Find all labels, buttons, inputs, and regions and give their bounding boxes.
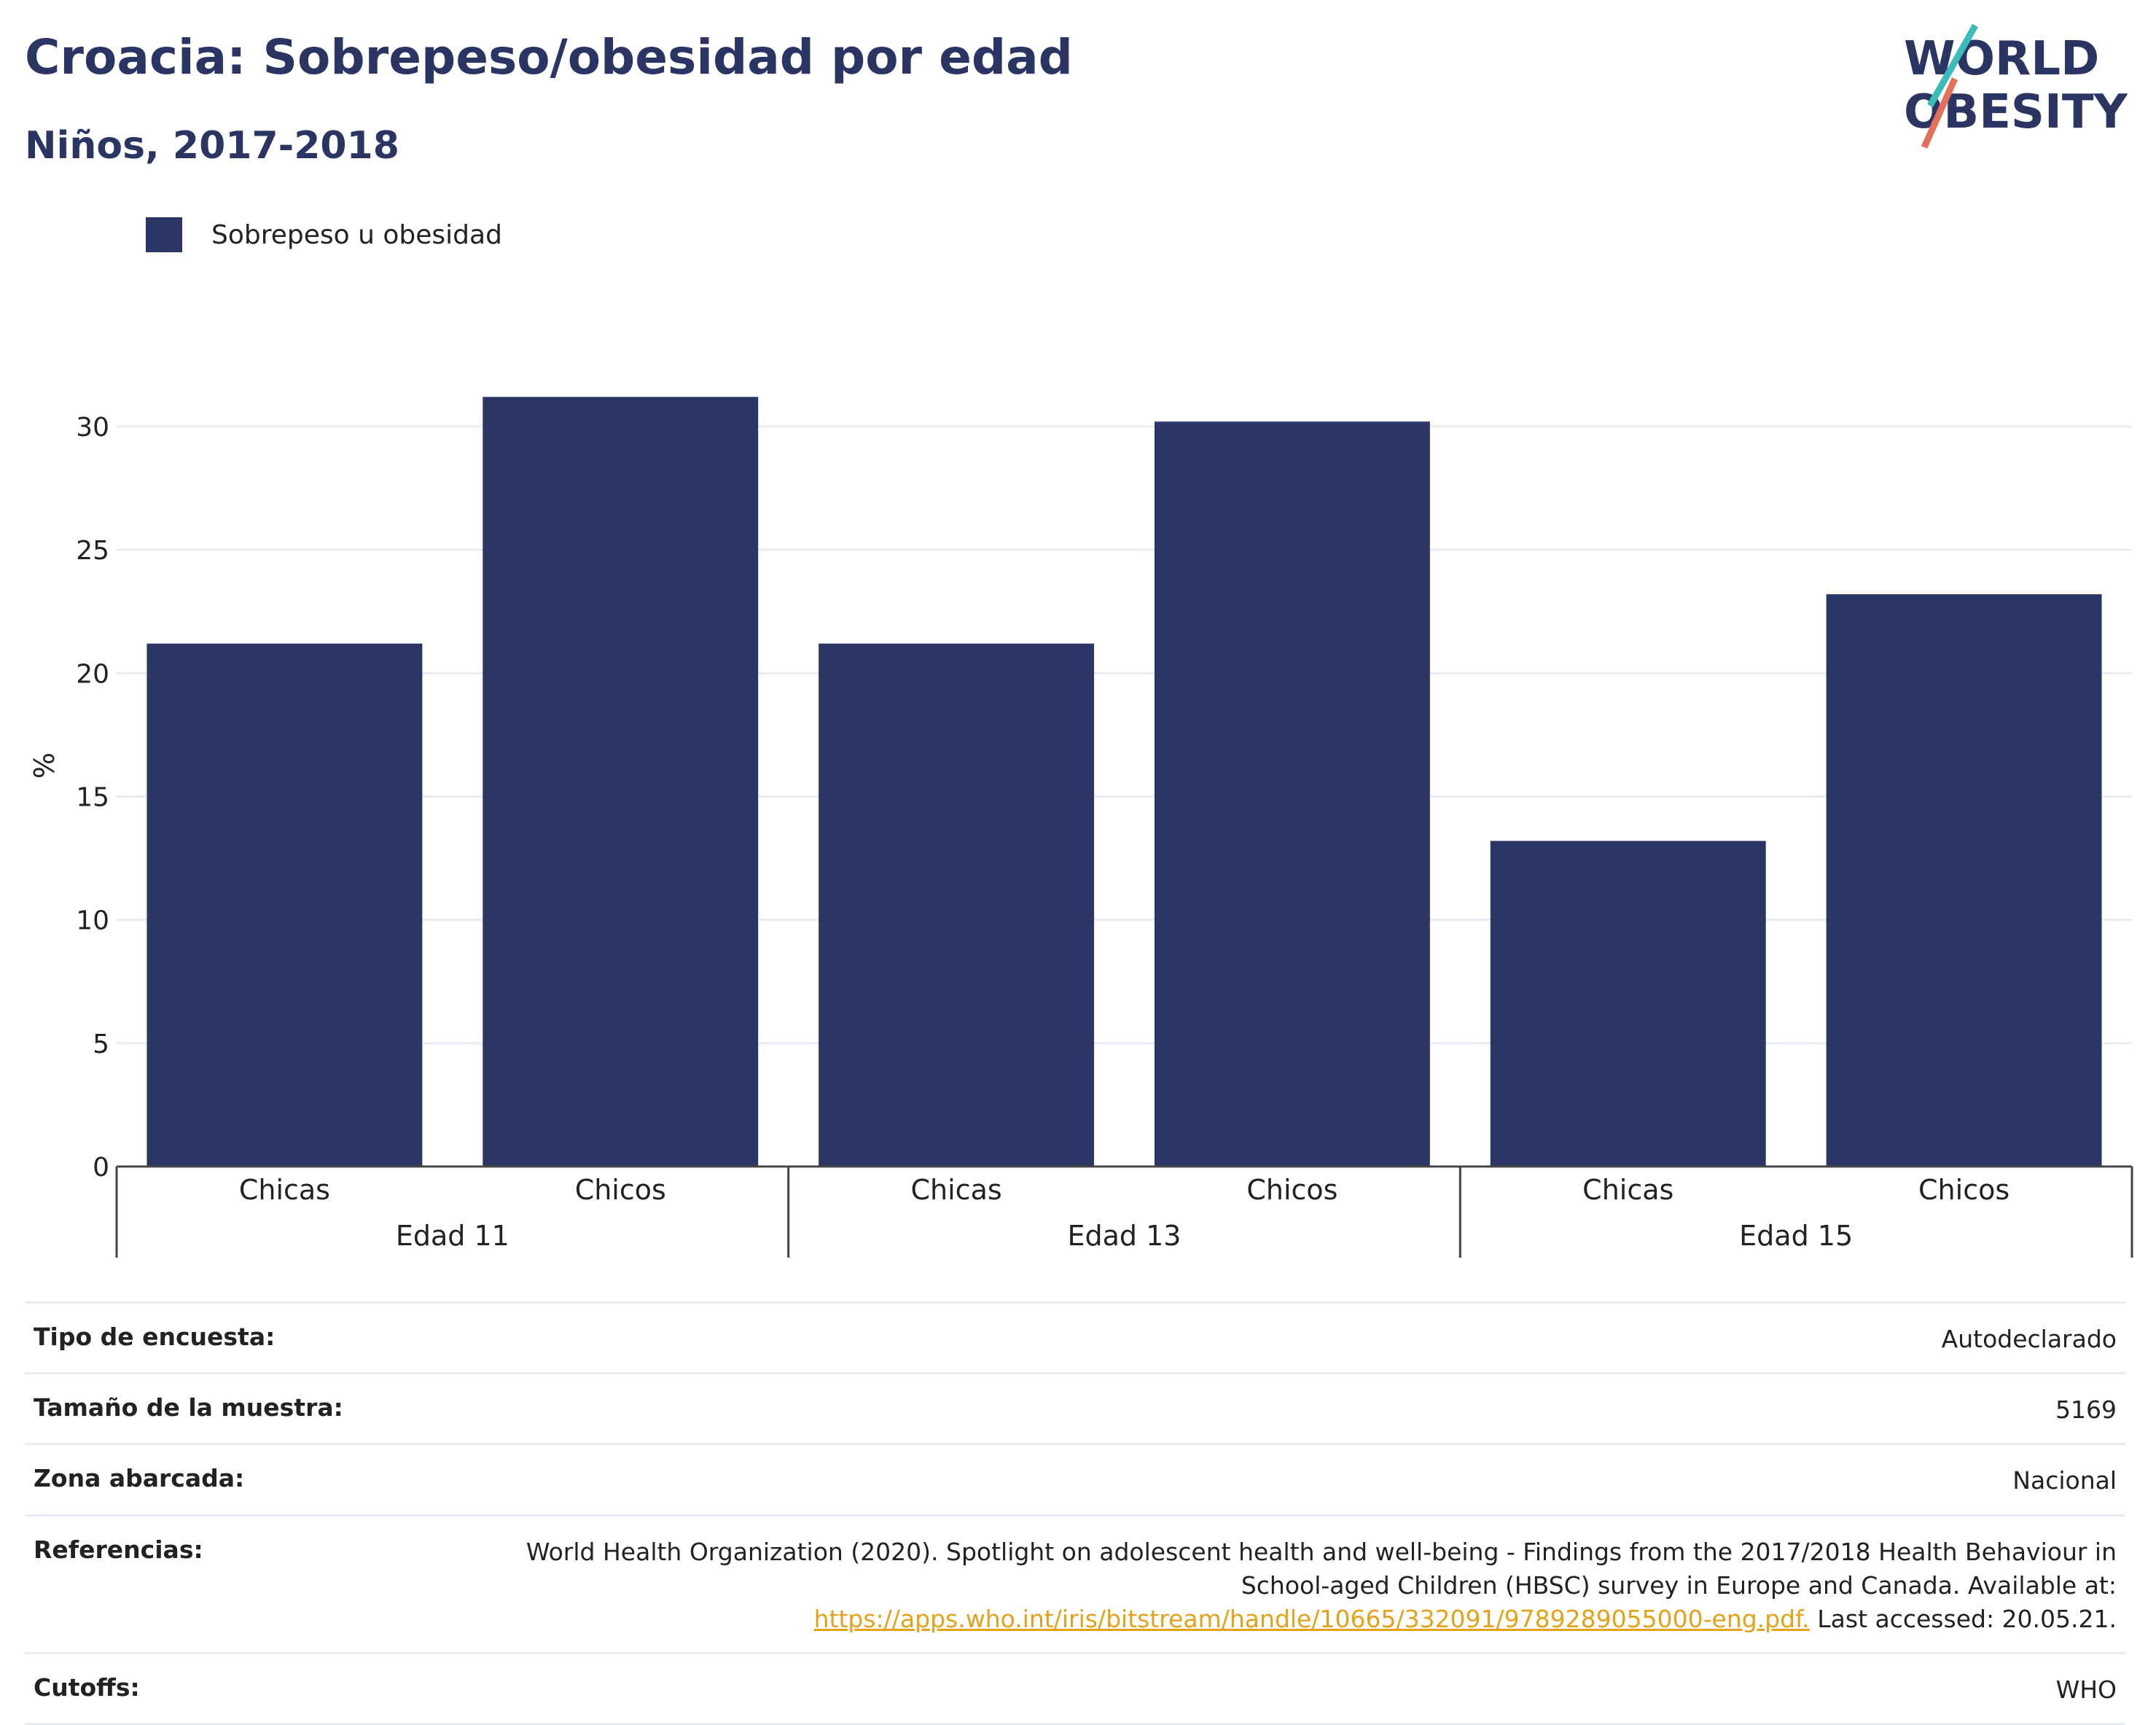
info-label: Zona abarcada: — [34, 1464, 245, 1493]
bar — [483, 397, 759, 1167]
bar — [819, 643, 1095, 1167]
x-tick-label: Chicas — [239, 1174, 330, 1206]
legend-swatch — [146, 217, 182, 252]
bar — [1154, 421, 1430, 1167]
legend-label: Sobrepeso u obesidad — [211, 219, 502, 250]
y-tick-label: 0 — [93, 1153, 109, 1183]
info-row-sample-size: Tamaño de la muestra: 5169 — [25, 1372, 2125, 1443]
reference-suffix: Last accessed: 20.05.21. — [1809, 1604, 2117, 1633]
bar-chart: 0 5 10 15 20 25 30% Chicas Chicos Chicas Chicos Chi… — [28, 397, 2133, 1258]
info-row-references: Referencias: World Health Organization (… — [25, 1514, 2125, 1653]
x-tick-label: Chicas — [911, 1174, 1002, 1206]
info-row-survey-type: Tipo de encuesta: Autodeclarado — [25, 1301, 2125, 1372]
y-tick-label: 25 — [76, 536, 109, 566]
info-value: WHO — [2055, 1675, 2117, 1705]
y-tick-label: 15 — [76, 783, 109, 813]
info-value: World Health Organization (2020). Spotli… — [526, 1535, 2117, 1637]
group-label: Edad 15 — [1739, 1220, 1853, 1252]
x-tick-label: Chicos — [1246, 1174, 1337, 1206]
y-axis-label: % — [28, 752, 60, 779]
info-row-cutoffs: Cutoffs: WHO — [25, 1652, 2125, 1725]
info-table: Tipo de encuesta: Autodeclarado Tamaño d… — [25, 1301, 2125, 1725]
info-label: Tipo de encuesta: — [34, 1323, 276, 1351]
world-obesity-logo: WORLD OBESITY — [1904, 23, 2128, 149]
x-tick-label: Chicos — [1918, 1174, 2009, 1206]
reference-text: World Health Organization (2020). Spotli… — [526, 1537, 2117, 1566]
reference-link[interactable]: https://apps.who.int/iris/bitstream/hand… — [813, 1604, 1810, 1633]
chart-subtitle: Niños, 2017-2018 — [25, 124, 399, 168]
y-tick-label: 10 — [76, 906, 109, 936]
info-label: Cutoffs: — [34, 1673, 140, 1702]
info-label: Tamaño de la muestra: — [34, 1393, 343, 1422]
group-label: Edad 11 — [396, 1220, 509, 1252]
x-tick-label: Chicas — [1582, 1174, 1673, 1206]
chart-title: Croacia: Sobrepeso/obesidad por edad — [25, 29, 1073, 85]
group-label: Edad 13 — [1068, 1220, 1181, 1252]
chart-legend: Sobrepeso u obesidad — [146, 217, 502, 252]
svg-text:WORLD: WORLD — [1904, 32, 2099, 86]
y-tick-label: 30 — [76, 413, 109, 443]
info-value: 5169 — [2055, 1395, 2117, 1425]
info-label: Referencias: — [34, 1535, 203, 1564]
bar — [1826, 594, 2102, 1167]
y-tick-label: 20 — [76, 659, 109, 689]
info-value: Autodeclarado — [1941, 1325, 2117, 1353]
bar — [147, 643, 423, 1167]
x-tick-label: Chicos — [575, 1174, 666, 1206]
info-value: Nacional — [2012, 1466, 2117, 1495]
reference-text: School-aged Children (HBSC) survey in Eu… — [1241, 1570, 2117, 1600]
bar — [1490, 841, 1766, 1167]
info-row-area: Zona abarcada: Nacional — [25, 1443, 2125, 1514]
y-tick-label: 5 — [93, 1029, 109, 1059]
